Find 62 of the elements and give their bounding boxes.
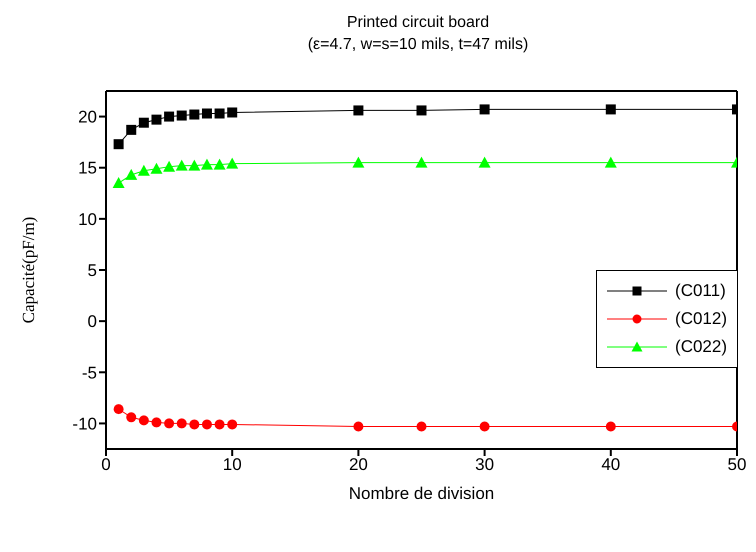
point	[416, 105, 426, 116]
x-tick-label: 40	[601, 455, 620, 474]
point	[227, 419, 238, 430]
y-tick-label: 20	[78, 108, 97, 127]
point	[416, 156, 428, 168]
point	[138, 164, 150, 176]
point	[416, 421, 426, 432]
point	[151, 417, 162, 428]
point	[114, 139, 124, 150]
point	[125, 168, 138, 180]
y-axis-title: Capacité(pF/m)	[19, 216, 38, 324]
x-tick-label: 50	[728, 455, 746, 474]
point	[163, 160, 176, 172]
y-tick-label: 0	[88, 312, 97, 332]
x-tick-label: 30	[475, 455, 494, 474]
point	[150, 162, 162, 174]
point	[126, 412, 136, 422]
y-tick-label: 5	[88, 261, 97, 280]
legend-label: (C011)	[675, 281, 726, 301]
point	[138, 118, 149, 128]
point	[480, 421, 490, 432]
point	[227, 107, 238, 118]
chart-subtitle: (ε=4.7, w=s=10 mils, t=47 mils)	[306, 35, 530, 55]
y-tick-label: -5	[82, 363, 97, 382]
point	[189, 419, 200, 430]
point	[112, 177, 125, 188]
point	[202, 108, 212, 119]
chart-title: Printed circuit board	[346, 13, 490, 33]
point	[151, 114, 162, 125]
x-tick-label: 20	[348, 455, 368, 474]
point	[200, 158, 213, 170]
point	[604, 156, 617, 168]
point	[226, 158, 238, 169]
point	[176, 110, 187, 121]
point	[176, 418, 187, 428]
point	[353, 105, 364, 116]
point	[126, 124, 136, 135]
y-tick-label: 15	[78, 158, 97, 178]
point	[176, 160, 188, 171]
point	[138, 415, 149, 426]
point	[188, 160, 200, 171]
point	[189, 110, 200, 120]
point	[114, 404, 124, 414]
point	[164, 418, 174, 428]
point	[353, 421, 364, 432]
point	[352, 156, 364, 168]
point	[606, 421, 616, 432]
point	[214, 158, 226, 170]
point	[478, 156, 491, 168]
x-axis-title: Nombre de division	[348, 484, 494, 503]
point	[202, 419, 212, 430]
y-tick-label: 10	[78, 210, 97, 229]
point	[164, 112, 174, 122]
legend-label: (C022)	[675, 337, 727, 357]
point	[214, 108, 225, 119]
point	[214, 419, 225, 430]
x-tick-label: 0	[101, 455, 111, 474]
point	[606, 104, 616, 114]
legend-label: (C012)	[675, 309, 727, 329]
point	[480, 104, 490, 114]
y-tick-label: -10	[72, 414, 97, 434]
x-tick-label: 10	[222, 455, 242, 474]
